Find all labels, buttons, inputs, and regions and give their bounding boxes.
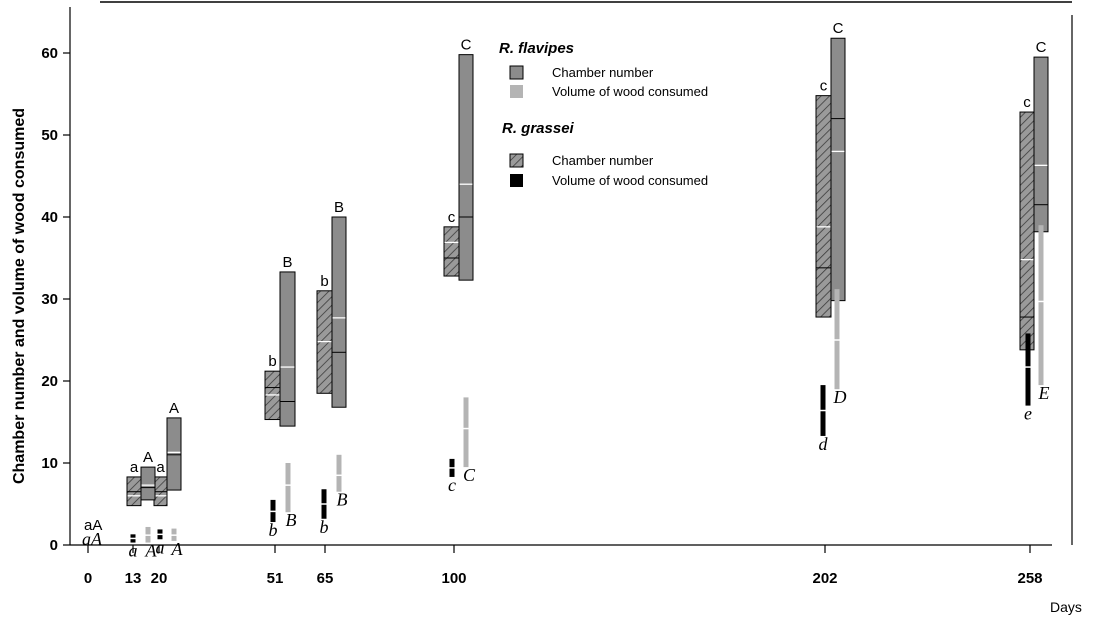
x-tick-label: 51 (267, 570, 284, 587)
grassei_chamber-letter: a (130, 459, 139, 476)
legend-swatch-grassei-chamber (509, 153, 524, 168)
grassei_chamber-letter: a (156, 459, 165, 476)
x-tick-label: 100 (441, 570, 466, 587)
flavipes_chamber-box (1033, 56, 1049, 233)
flavipes_wood-letter: B (286, 510, 297, 530)
x-tick-label: 0 (84, 570, 92, 587)
flavipes_wood-letter: A (145, 541, 158, 561)
flavipes_wood-bar (1038, 225, 1044, 386)
x-tick-label: 65 (317, 570, 334, 587)
legend-label-grassei-chamber: Chamber number (552, 153, 654, 168)
legend-label-flavipes-chamber: Chamber number (552, 65, 654, 80)
x-tick-label: 13 (125, 570, 142, 587)
legend-swatch-flavipes-wood (510, 85, 523, 98)
y-tick-label: 20 (41, 373, 58, 390)
grassei_wood-bar (1025, 333, 1031, 406)
y-tick-label: 60 (41, 45, 58, 62)
y-tick-label: 30 (41, 291, 58, 308)
grassei_chamber-box (1019, 111, 1035, 351)
legend-title-grassei: R. grassei (502, 120, 575, 137)
y-tick-label: 10 (41, 455, 58, 472)
legend-label-grassei-wood: Volume of wood consumed (552, 173, 708, 188)
grassei_chamber-letter: c (448, 209, 456, 226)
flavipes_chamber-letter: C (461, 37, 472, 54)
flavipes_chamber-letter: A (143, 449, 153, 466)
grassei_wood-letter: e (1024, 404, 1032, 424)
grassei_wood-letter: d (819, 434, 829, 454)
flavipes_wood-bar (336, 454, 342, 492)
flavipes_chamber-box (458, 54, 474, 281)
day0-wood-letters: aA (82, 529, 103, 549)
flavipes_chamber-letter: C (1036, 39, 1047, 56)
grassei_wood-letter: a (156, 537, 165, 557)
legend-swatch-grassei-wood (510, 174, 523, 187)
grassei_chamber-letter: b (268, 353, 276, 370)
grassei_wood-letter: c (448, 475, 456, 495)
flavipes_chamber-letter: A (169, 400, 179, 417)
legend-title-flavipes: R. flavipes (499, 40, 574, 57)
flavipes_wood-letter: D (833, 387, 847, 407)
y-axis-title: Chamber number and volume of wood consum… (11, 108, 28, 484)
y-tick-label: 50 (41, 127, 58, 144)
grassei_wood-letter: a (129, 541, 138, 561)
flavipes_chamber-box (166, 417, 182, 491)
grassei_wood-letter: b (269, 520, 278, 540)
flavipes_wood-letter: C (463, 465, 476, 485)
grassei_chamber-letter: c (820, 78, 828, 95)
flavipes_chamber-box (331, 216, 347, 408)
grassei_chamber-letter: b (320, 273, 328, 290)
flavipes_chamber-letter: B (334, 199, 344, 216)
flavipes_chamber-letter: B (282, 254, 292, 271)
x-tick-label: 258 (1017, 570, 1042, 587)
flavipes_wood-bar (285, 463, 291, 513)
flavipes_wood-bar (834, 289, 840, 390)
y-tick-label: 40 (41, 209, 58, 226)
flavipes_chamber-box (279, 271, 296, 427)
grassei_chamber-box (443, 226, 460, 277)
x-tick-label: 202 (812, 570, 837, 587)
flavipes_wood-letter: B (337, 490, 348, 510)
grassei_chamber-box (815, 95, 832, 318)
y-tick-label: 0 (50, 537, 58, 554)
flavipes_wood-letter: A (171, 539, 184, 559)
flavipes_chamber-box (140, 466, 156, 501)
grassei_chamber-letter: c (1023, 94, 1031, 111)
legend-swatch-flavipes-chamber (509, 65, 524, 80)
grassei_wood-letter: b (320, 517, 329, 537)
flavipes_chamber-box (830, 37, 846, 302)
flavipes_wood-letter: E (1038, 383, 1050, 403)
x-tick-label: 20 (151, 570, 168, 587)
x-axis-title: Days (1050, 599, 1082, 615)
day0-chamber-letters: aA (84, 517, 102, 534)
flavipes_chamber-letter: C (833, 20, 844, 37)
legend-label-flavipes-wood: Volume of wood consumed (552, 84, 708, 99)
flavipes_wood-bar (463, 397, 469, 468)
